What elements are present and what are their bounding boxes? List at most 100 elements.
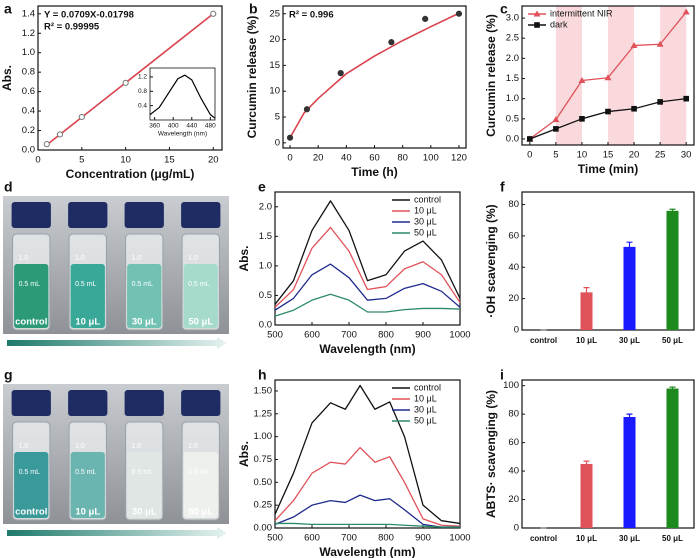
legend-label: 30 μL bbox=[414, 404, 437, 414]
point bbox=[388, 39, 395, 46]
marker bbox=[683, 95, 689, 102]
legend-label: 50 μL bbox=[414, 415, 437, 425]
plot-frame bbox=[521, 379, 695, 529]
x-tick-label: 40 bbox=[341, 153, 352, 164]
vial-neck bbox=[71, 228, 105, 234]
scale-label: 1.0 bbox=[19, 443, 29, 450]
y-tick-label: 0.50 bbox=[254, 477, 273, 488]
x-tick-label: 360 bbox=[149, 123, 160, 130]
gradient-arrow bbox=[7, 527, 227, 539]
x-tick-label: 0 bbox=[35, 155, 40, 166]
y-tick-label: 0.5 bbox=[506, 113, 519, 124]
marker bbox=[578, 77, 586, 84]
error-bar bbox=[626, 413, 633, 420]
plot-frame bbox=[274, 379, 461, 529]
panel-letter: b bbox=[249, 1, 258, 17]
panel-letter: g bbox=[4, 367, 13, 383]
y-tick-label: 1.00 bbox=[254, 431, 273, 442]
inset-line bbox=[149, 74, 216, 119]
scale-label: 0.5 mL bbox=[19, 469, 41, 476]
vial-label: 30 μL bbox=[132, 507, 157, 518]
x-tick-label: 0 bbox=[287, 153, 292, 164]
y-tick-label: 0 bbox=[514, 325, 519, 336]
point bbox=[303, 106, 311, 113]
y-tick-label: 0.2 bbox=[22, 125, 35, 136]
vial-label: 10 μL bbox=[75, 507, 100, 518]
y-tick-label: 0.75 bbox=[254, 454, 273, 465]
y-tick-label: 40 bbox=[508, 262, 519, 273]
x-tick-label: control bbox=[530, 336, 557, 345]
x-tick-label: 600 bbox=[304, 330, 320, 341]
x-axis-label: Wavelength (nm) bbox=[319, 545, 415, 558]
y-tick-label: 10 bbox=[269, 86, 280, 97]
legend-label: 30 μL bbox=[414, 216, 437, 226]
y-axis-label: Curcumin release (%) bbox=[484, 14, 498, 137]
y-tick-label: 0 bbox=[275, 137, 280, 148]
y-tick-label: 3.0 bbox=[506, 13, 519, 24]
x-axis-label: Wavelength (nm) bbox=[158, 131, 207, 138]
x-tick-label: 1000 bbox=[449, 330, 470, 341]
plot-frame bbox=[282, 5, 467, 149]
error-bar bbox=[669, 208, 676, 213]
vial-liquid bbox=[183, 452, 218, 518]
y-tick-label: 1.2 bbox=[22, 28, 35, 39]
gradient-arrow bbox=[7, 337, 227, 349]
vial-cap bbox=[11, 390, 51, 416]
x-tick-label: 900 bbox=[415, 330, 431, 341]
x-tick-label: 480 bbox=[205, 123, 216, 130]
panel-letter: e bbox=[258, 179, 266, 195]
x-tick-label: 800 bbox=[378, 533, 394, 544]
x-tick-label: 50 μL bbox=[662, 336, 683, 345]
scale-label: 1.0 bbox=[188, 255, 198, 262]
vial-label: control bbox=[15, 317, 47, 328]
vial-liquid bbox=[127, 264, 162, 328]
panel-letter: h bbox=[258, 367, 267, 383]
scale-label: 1.0 bbox=[132, 443, 142, 450]
vial-cap bbox=[68, 390, 108, 416]
y-axis-label: Abs. bbox=[0, 65, 14, 91]
vial-neck bbox=[184, 228, 218, 234]
series-line bbox=[274, 263, 461, 311]
y-tick-label: 0.4 bbox=[22, 106, 35, 117]
y-tick-label: 0.25 bbox=[254, 500, 273, 511]
scale-label: 0.5 mL bbox=[132, 469, 154, 476]
scale-label: 0.5 mL bbox=[75, 469, 97, 476]
plot-frame bbox=[37, 5, 223, 151]
y-tick-label: 100 bbox=[503, 380, 519, 391]
y-axis-label: Curcumin release (%) bbox=[245, 16, 259, 139]
x-tick-label: 120 bbox=[451, 153, 467, 164]
y-tick-label: 0.0 bbox=[22, 145, 35, 156]
vial-neck bbox=[127, 416, 161, 422]
scale-label: 0.5 mL bbox=[188, 469, 210, 476]
vial-neck bbox=[184, 416, 218, 422]
marker bbox=[605, 108, 611, 115]
point bbox=[286, 134, 294, 141]
y-tick-label: 20 bbox=[508, 293, 519, 304]
vial-liquid bbox=[70, 264, 105, 328]
y-tick-label: 0.00 bbox=[254, 523, 273, 534]
marker bbox=[631, 105, 637, 112]
x-tick-label: 50 μL bbox=[662, 534, 683, 543]
panel-letter: d bbox=[4, 179, 13, 195]
marker bbox=[533, 10, 541, 17]
vial-cap bbox=[124, 390, 164, 416]
series-line bbox=[274, 494, 460, 528]
scale-label: 0.5 mL bbox=[132, 281, 154, 288]
y-tick-label: 1.0 bbox=[259, 260, 272, 271]
bar bbox=[666, 388, 679, 528]
x-tick-label: 600 bbox=[304, 533, 320, 544]
annotation: R² = 0.996 bbox=[289, 10, 334, 21]
y-tick-label: 1.50 bbox=[254, 385, 273, 396]
scale-label: 1.0 bbox=[75, 255, 85, 262]
legend-label: control bbox=[414, 382, 441, 392]
vial-label: control bbox=[15, 507, 47, 518]
point bbox=[422, 15, 429, 23]
x-tick-label: 440 bbox=[186, 123, 197, 130]
y-tick-label: 0.8 bbox=[22, 67, 35, 78]
y-tick-label: 0.8 bbox=[138, 88, 147, 95]
point bbox=[122, 79, 129, 86]
y-tick-label: 1.5 bbox=[259, 231, 272, 242]
x-tick-label: 20 bbox=[313, 153, 324, 164]
annotation: R² = 0.99995 bbox=[44, 22, 100, 33]
